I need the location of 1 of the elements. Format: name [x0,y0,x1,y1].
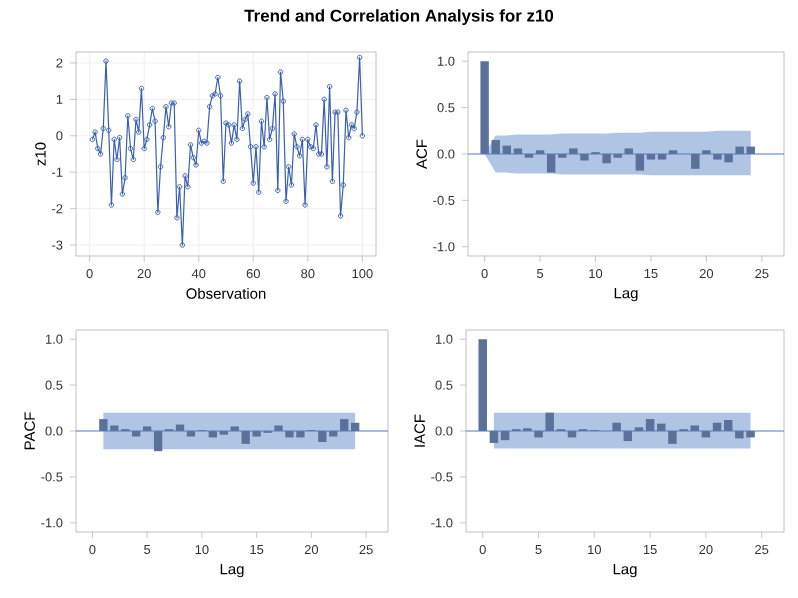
chart-title: Trend and Correlation Analysis for z10 [244,9,554,26]
